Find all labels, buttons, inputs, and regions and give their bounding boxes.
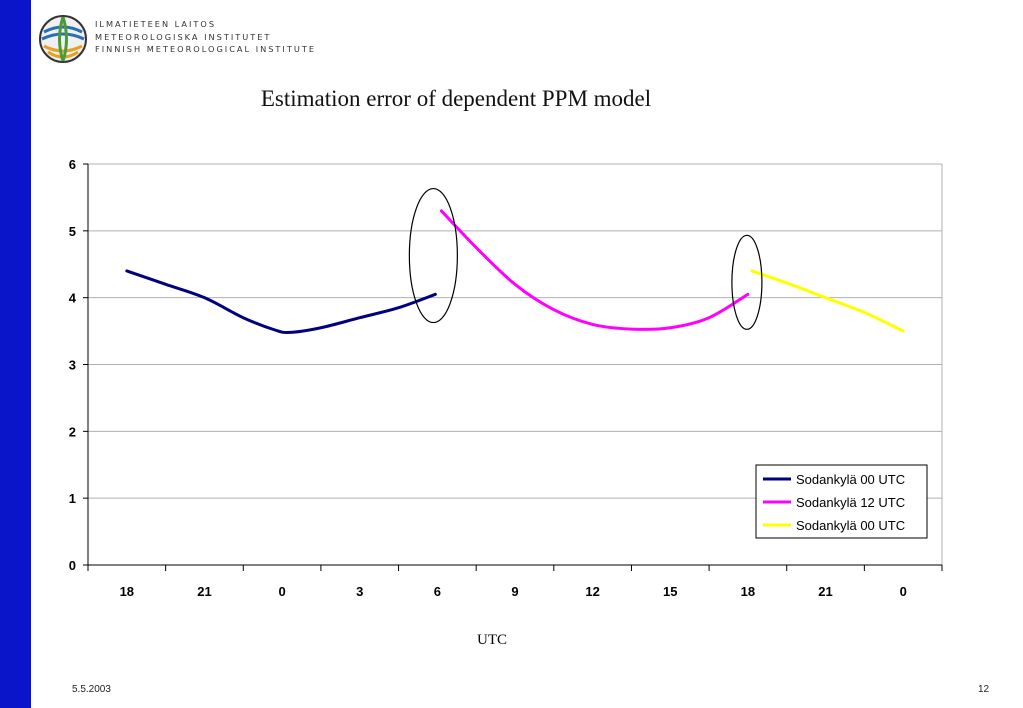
series-line-3 bbox=[750, 269, 905, 333]
organization-line-sv: METEOROLOGISKA INSTITUTET bbox=[95, 31, 272, 42]
x-tick-label: 21 bbox=[818, 584, 832, 599]
y-tick-label: 2 bbox=[69, 424, 76, 439]
x-tick-label: 0 bbox=[278, 584, 285, 599]
x-tick-label: 15 bbox=[663, 584, 677, 599]
organization-line-fi: ILMATIETEEN LAITOS bbox=[95, 19, 217, 29]
y-tick-label: 6 bbox=[69, 157, 76, 172]
series-lines bbox=[125, 209, 905, 335]
legend-entry-1: Sodankylä 00 UTC bbox=[796, 472, 905, 487]
annotation-ellipse-6utc bbox=[408, 187, 458, 324]
y-tick-label: 0 bbox=[69, 558, 76, 573]
x-tick-label: 21 bbox=[197, 584, 211, 599]
x-tick-label: 9 bbox=[511, 584, 518, 599]
legend-entry-3: Sodankylä 00 UTC bbox=[796, 518, 905, 533]
legend: Sodankylä 00 UTC Sodankylä 12 UTC Sodankyl… bbox=[755, 464, 928, 539]
x-tick-label: 18 bbox=[741, 584, 755, 599]
x-tick-label: 12 bbox=[585, 584, 599, 599]
y-tick-label: 4 bbox=[69, 291, 77, 306]
legend-entry-2: Sodankylä 12 UTC bbox=[796, 495, 905, 510]
x-tick-label: 3 bbox=[356, 584, 363, 599]
x-tick-label: 0 bbox=[900, 584, 907, 599]
x-axis-label: UTC bbox=[477, 632, 507, 648]
axes bbox=[83, 163, 943, 571]
chart-title: Estimation error of dependent PPM model bbox=[260, 86, 652, 111]
sidebar-stripe bbox=[0, 0, 31, 708]
annotation-ellipses bbox=[408, 187, 763, 330]
y-tick-label: 5 bbox=[69, 224, 76, 239]
series-line-1 bbox=[125, 269, 437, 335]
x-tick-label: 18 bbox=[120, 584, 134, 599]
y-tick-label: 3 bbox=[69, 358, 76, 373]
fmi-logo bbox=[39, 15, 87, 63]
page-number: 12 bbox=[978, 684, 990, 695]
footer-date: 5.5.2003 bbox=[72, 684, 111, 695]
y-tick-labels: 0 1 2 3 4 5 6 bbox=[69, 157, 77, 573]
gridlines bbox=[88, 163, 943, 565]
series-line-2 bbox=[439, 209, 750, 331]
y-tick-label: 1 bbox=[69, 491, 76, 506]
organization-name: ILMATIETEEN LAITOS METEOROLOGISKA INSTIT… bbox=[95, 18, 316, 56]
x-tick-label: 6 bbox=[434, 584, 441, 599]
annotation-ellipse-18utc bbox=[731, 234, 763, 330]
organization-line-en: FINNISH METEOROLOGICAL INSTITUTE bbox=[95, 44, 317, 54]
x-tick-labels: 18 21 0 3 6 9 12 15 18 21 0 bbox=[120, 584, 907, 599]
